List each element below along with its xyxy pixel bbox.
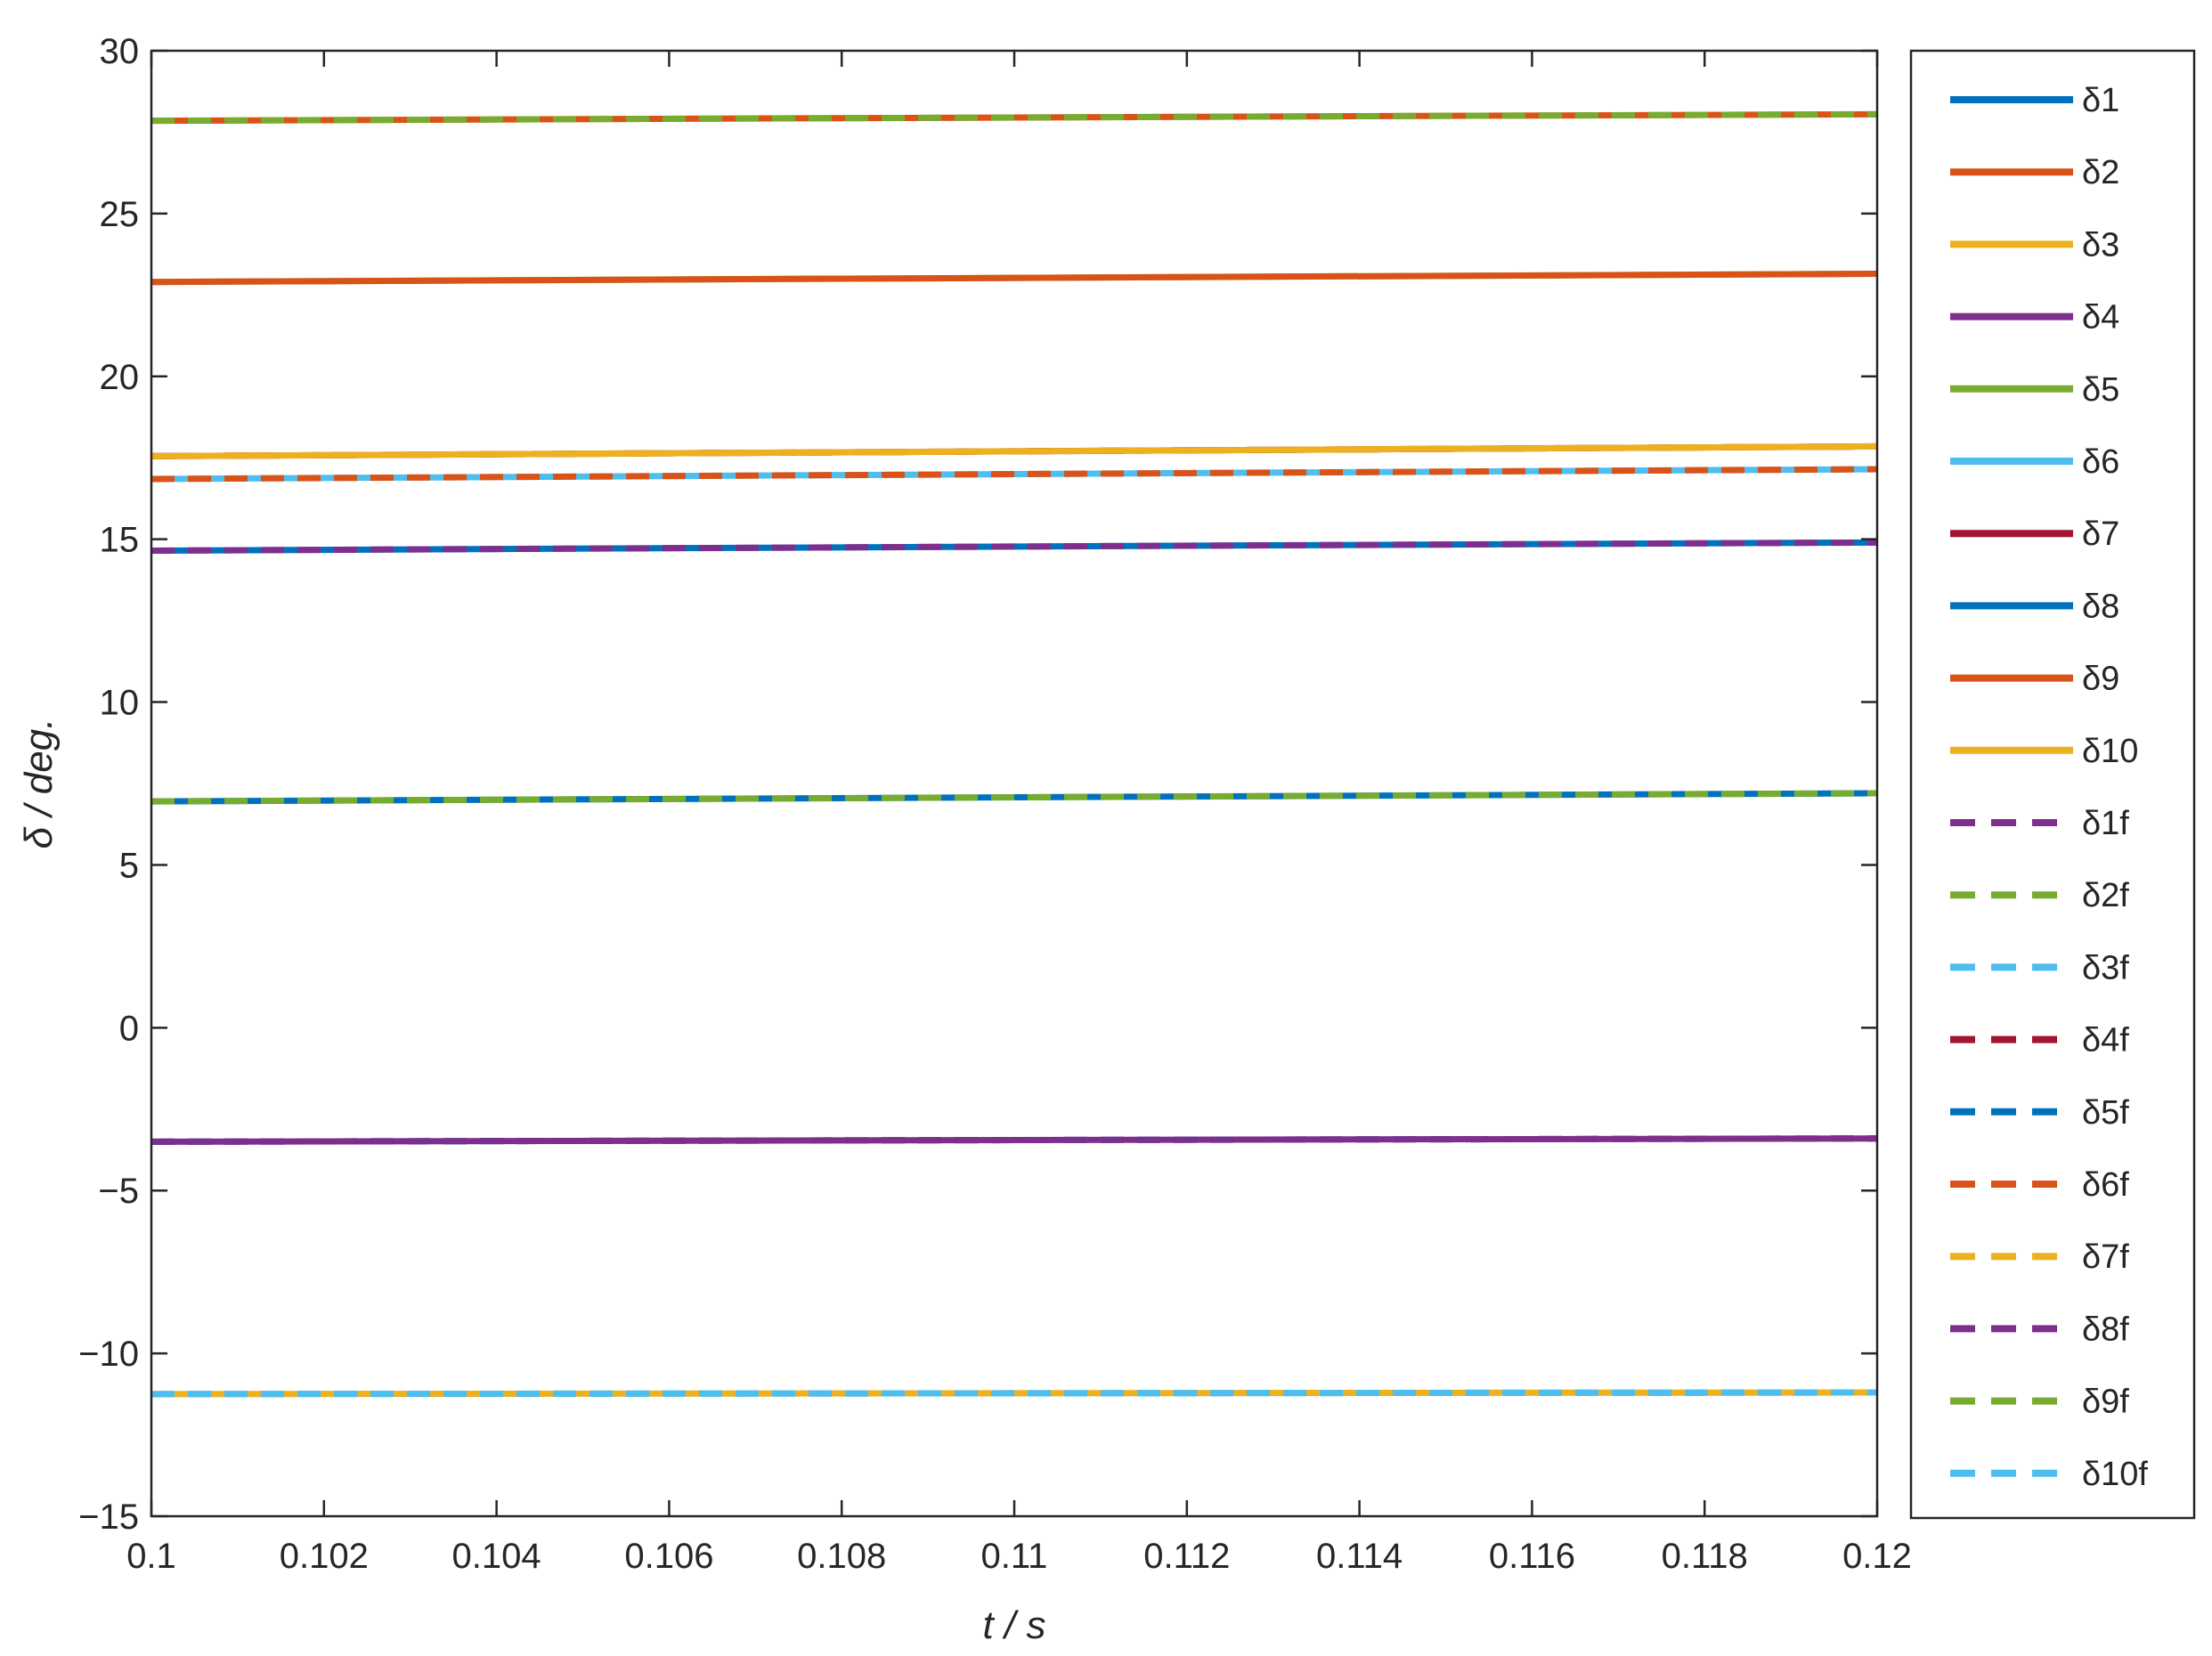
series-layer (150, 110, 1878, 1398)
legend-label: δ1f (2082, 805, 2129, 842)
series-line-δ6f (150, 466, 1878, 483)
ticks-layer: 0.1 0.102 0.104 0.106 0.108 0.11 0.112 0.114 0.1… (78, 32, 1912, 1576)
x-tick-label: 0.1 (126, 1537, 176, 1576)
x-tick-label: 0.112 (1143, 1537, 1230, 1576)
legend-label: δ6f (2082, 1166, 2129, 1204)
series-line-δ2f (150, 790, 1878, 805)
legend-label: δ7 (2082, 515, 2119, 553)
legend-label: δ8f (2082, 1311, 2129, 1348)
legend-label: δ5 (2082, 371, 2119, 409)
legend-label: δ2 (2082, 154, 2119, 191)
y-tick-label: 25 (100, 195, 140, 234)
y-tick-label: 5 (119, 846, 139, 885)
legend-label: δ7f (2082, 1238, 2129, 1276)
legend-label: δ9 (2082, 661, 2119, 698)
legend-label: δ9f (2082, 1384, 2129, 1421)
legend-label: δ3f (2082, 949, 2129, 986)
legend-label: δ1 (2082, 82, 2119, 119)
series-line-δ10f (150, 1389, 1878, 1398)
x-tick-label: 0.116 (1489, 1537, 1575, 1576)
legend-label: δ5f (2082, 1094, 2129, 1132)
y-tick-label: 15 (100, 521, 140, 560)
y-tick-label: 30 (100, 32, 140, 71)
series-line-δ9 (150, 271, 1878, 286)
series-line-δ7f (150, 442, 1878, 459)
legend-label: δ10f (2082, 1456, 2148, 1493)
legend-label: δ3 (2082, 226, 2119, 264)
legend-label: δ4f (2082, 1022, 2129, 1059)
x-tick-label: 0.12 (1842, 1537, 1912, 1576)
y-tick-label: 20 (100, 358, 140, 397)
legend-label: δ6 (2082, 443, 2119, 481)
y-axis-title: δ / deg. (17, 718, 61, 849)
legend-label: δ10 (2082, 733, 2138, 770)
legend-box (1909, 49, 2196, 1520)
x-tick-label: 0.114 (1316, 1537, 1403, 1576)
y-tick-label: −5 (98, 1172, 139, 1211)
x-axis-title: t / s (983, 1603, 1046, 1647)
legend-label: δ2f (2082, 877, 2129, 914)
legend-label: δ8 (2082, 588, 2119, 625)
x-tick-label: 0.11 (981, 1537, 1048, 1576)
x-tick-label: 0.106 (624, 1537, 713, 1576)
series-line-δ8f (150, 1135, 1878, 1145)
y-tick-label: −10 (78, 1335, 139, 1374)
y-tick-label: −15 (78, 1498, 139, 1537)
legend-label: δ4 (2082, 299, 2119, 337)
x-tick-label: 0.118 (1662, 1537, 1748, 1576)
series-line-δ9f (150, 110, 1878, 125)
plot-area-background (151, 51, 1877, 1516)
x-tick-label: 0.108 (797, 1537, 886, 1576)
x-tick-label: 0.104 (452, 1537, 541, 1576)
x-tick-label: 0.102 (280, 1537, 369, 1576)
y-tick-label: 0 (119, 1009, 139, 1048)
series-line-δ1f (150, 539, 1878, 554)
legend: δ1 δ2 δ3 δ4 δ5 δ6 δ7 δ8 δ9 δ10 δ1f δ2f δ3f δ4f δ5f δ6f δ… (1909, 49, 2196, 1520)
plot-area-frame (150, 49, 1879, 1518)
y-tick-label: 10 (100, 684, 140, 723)
